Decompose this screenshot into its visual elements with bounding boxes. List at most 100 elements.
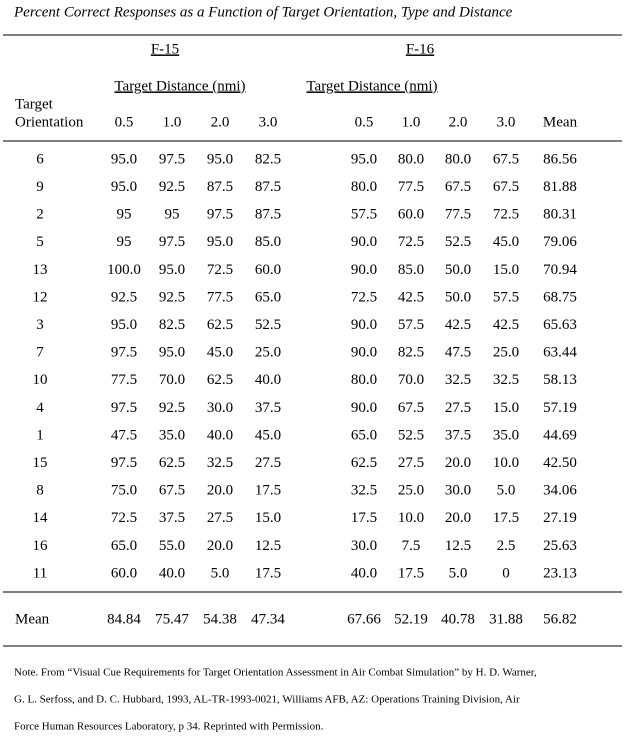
cell: 92.5 (111, 289, 137, 305)
cell: 72.5 (111, 510, 137, 526)
cell: 52.5 (255, 317, 281, 333)
cell: 87.5 (255, 179, 281, 195)
cell: 75.47 (155, 611, 189, 627)
cell: 25.63 (543, 538, 577, 554)
cell: 20.0 (445, 510, 471, 526)
cell: 95.0 (111, 151, 137, 167)
cell: 77.5 (111, 372, 137, 388)
row-label: 10 (33, 372, 48, 388)
group-label: F-15 (151, 41, 179, 57)
column-header: 0.5 (115, 114, 134, 130)
cell: 27.5 (398, 455, 424, 471)
cell: 45.0 (255, 427, 281, 443)
cell: 25.0 (493, 345, 519, 361)
cell: 65.0 (111, 538, 137, 554)
cell: 82.5 (159, 317, 185, 333)
cell: 92.5 (159, 179, 185, 195)
cell: 68.75 (543, 289, 577, 305)
column-header: 2.0 (211, 114, 230, 130)
cell: 42.5 (398, 289, 424, 305)
column-header: 3.0 (259, 114, 278, 130)
row-label: 14 (33, 510, 49, 526)
cell: 90.0 (351, 317, 377, 333)
cell: 40.0 (351, 565, 377, 581)
cell: 7.5 (402, 538, 421, 554)
cell: 70.0 (159, 372, 185, 388)
stub-header: Target (15, 96, 54, 112)
note: Note. From “Visual Cue Requirements for … (14, 667, 537, 679)
cell: 57.19 (543, 400, 577, 416)
cell: 60.0 (111, 565, 137, 581)
cell: 95.0 (159, 345, 185, 361)
cell: 47.5 (445, 345, 471, 361)
row-label: Mean (15, 611, 50, 627)
cell: 37.5 (445, 427, 471, 443)
cell: 95.0 (111, 317, 137, 333)
stub-header: Orientation (15, 114, 84, 130)
cell: 42.5 (445, 317, 471, 333)
cell: 95 (117, 234, 132, 250)
row-label: 6 (36, 151, 44, 167)
cell: 67.5 (159, 483, 185, 499)
row-label: 16 (33, 538, 49, 554)
cell: 35.0 (159, 427, 185, 443)
cell: 37.5 (255, 400, 281, 416)
cell: 75.0 (111, 483, 137, 499)
cell: 100.0 (107, 262, 141, 278)
cell: 5.0 (449, 565, 468, 581)
cell: 86.56 (543, 151, 577, 167)
row-label: 7 (36, 345, 44, 361)
cell: 34.06 (543, 483, 577, 499)
cell: 27.19 (543, 510, 577, 526)
cell: 62.5 (159, 455, 185, 471)
cell: 72.5 (351, 289, 377, 305)
cell: 57.5 (398, 317, 424, 333)
cell: 52.5 (398, 427, 424, 443)
cell: 62.5 (207, 317, 233, 333)
cell: 45.0 (493, 234, 519, 250)
cell: 92.5 (159, 289, 185, 305)
cell: 77.5 (398, 179, 424, 195)
cell: 20.0 (445, 455, 471, 471)
column-header: 3.0 (497, 114, 516, 130)
cell: 27.5 (207, 510, 233, 526)
cell: 17.5 (255, 483, 281, 499)
cell: 52.19 (394, 611, 428, 627)
row-label: 11 (33, 565, 47, 581)
cell: 87.5 (207, 179, 233, 195)
cell: 12.5 (255, 538, 281, 554)
cell: 44.69 (543, 427, 577, 443)
cell: 17.5 (493, 510, 519, 526)
cell: 57.5 (493, 289, 519, 305)
cell: 95 (165, 207, 180, 223)
cell: 32.5 (207, 455, 233, 471)
cell: 62.5 (351, 455, 377, 471)
cell: 32.5 (351, 483, 377, 499)
cell: 10.0 (493, 455, 519, 471)
cell: 27.5 (445, 400, 471, 416)
row-label: 12 (33, 289, 48, 305)
cell: 92.5 (159, 400, 185, 416)
row-label: 5 (36, 234, 44, 250)
cell: 50.0 (445, 289, 471, 305)
cell: 5.0 (211, 565, 230, 581)
cell: 47.5 (111, 427, 137, 443)
cell: 81.88 (543, 179, 577, 195)
row-label: 3 (36, 317, 44, 333)
cell: 54.38 (203, 611, 237, 627)
cell: 95.0 (207, 234, 233, 250)
cell: 80.0 (445, 151, 471, 167)
cell: 50.0 (445, 262, 471, 278)
cell: 42.50 (543, 455, 577, 471)
cell: 65.0 (351, 427, 377, 443)
column-header: 2.0 (449, 114, 468, 130)
cell: 85.0 (255, 234, 281, 250)
cell: 30.0 (445, 483, 471, 499)
cell: 40.78 (441, 611, 475, 627)
cell: 67.5 (398, 400, 424, 416)
cell: 70.94 (543, 262, 577, 278)
cell: 40.0 (159, 565, 185, 581)
cell: 67.5 (445, 179, 471, 195)
cell: 65.63 (543, 317, 577, 333)
cell: 80.0 (351, 179, 377, 195)
